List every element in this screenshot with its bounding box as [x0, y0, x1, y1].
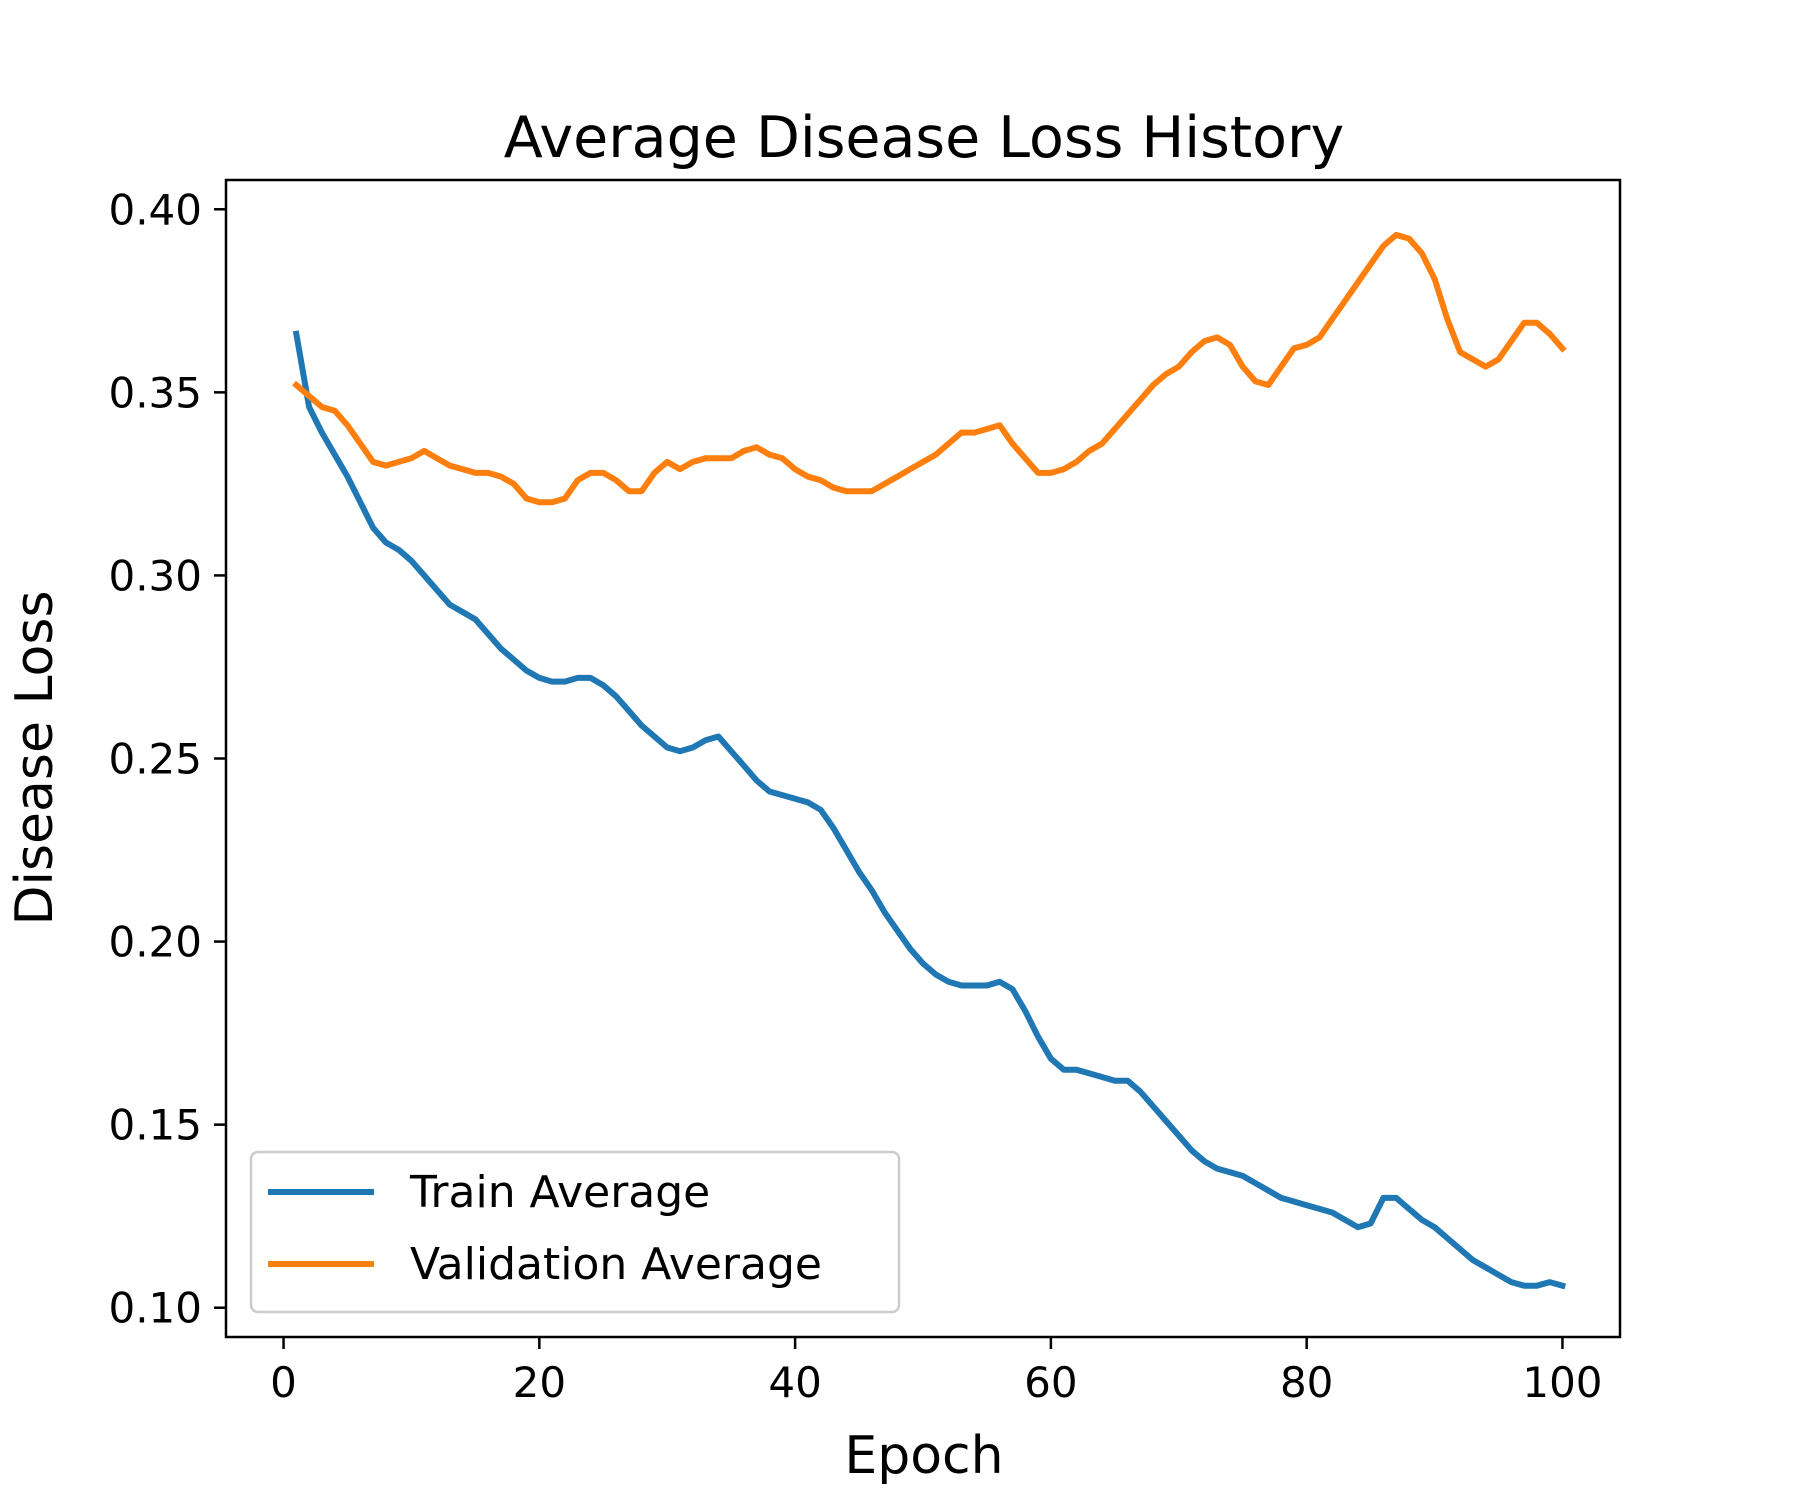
x-tick-label: 80 — [1280, 1358, 1333, 1407]
legend-label-train: Train Average — [409, 1167, 710, 1218]
series-line-0 — [292, 330, 1567, 1290]
legend-label-validation: Validation Average — [410, 1239, 822, 1290]
series-layer — [292, 231, 1567, 1290]
y-tick-label: 0.15 — [108, 1101, 202, 1150]
x-tick-label: 40 — [768, 1358, 821, 1407]
x-tick-label: 60 — [1024, 1358, 1077, 1407]
y-tick-label: 0.20 — [108, 918, 202, 967]
y-tick-label: 0.40 — [108, 185, 202, 234]
legend-box — [249, 1150, 901, 1314]
y-axis: 0.10 0.15 0.20 0.25 0.30 0.35 0.40 — [108, 185, 226, 1333]
y-tick-label: 0.10 — [108, 1284, 202, 1333]
y-axis-label: Disease Loss — [5, 590, 65, 925]
series-line-1 — [292, 231, 1567, 506]
y-tick-label: 0.25 — [108, 735, 202, 784]
y-tick-label: 0.30 — [108, 551, 202, 600]
x-tick-label: 0 — [270, 1358, 297, 1407]
chart-title: Average Disease Loss History — [504, 105, 1344, 171]
y-tick-label: 0.35 — [108, 368, 202, 417]
legend: Train Average Validation Average — [249, 1150, 901, 1314]
x-tick-label: 100 — [1522, 1358, 1602, 1407]
x-axis-label: Epoch — [844, 1426, 1003, 1486]
x-axis: 0 20 40 60 80 100 — [270, 1337, 1603, 1407]
x-tick-label: 20 — [513, 1358, 566, 1407]
